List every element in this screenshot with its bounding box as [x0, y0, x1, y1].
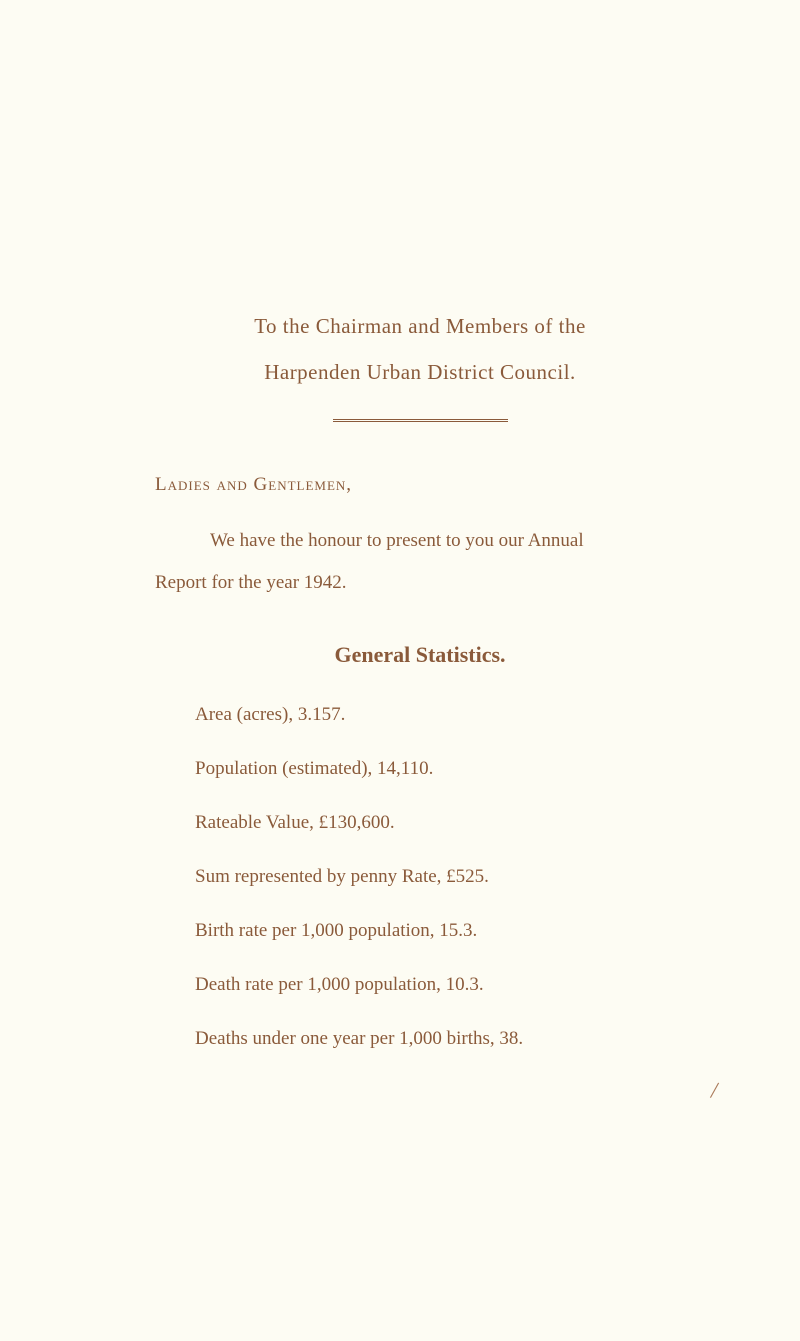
stat-infant-deaths: Deaths under one year per 1,000 births, …	[155, 1028, 685, 1050]
stat-area: Area (acres), 3.157.	[155, 704, 685, 726]
page-mark-icon: /	[709, 1078, 720, 1106]
section-title: General Statistics.	[155, 642, 685, 668]
body-line-1: We have the honour to present to you our…	[210, 530, 584, 551]
body-line-2: Report for the year 1942.	[155, 572, 347, 593]
stat-birth-rate: Birth rate per 1,000 population, 15.3.	[155, 920, 685, 942]
stat-population: Population (estimated), 14,110.	[155, 758, 685, 780]
heading-divider	[333, 419, 508, 422]
stat-penny-rate: Sum represented by penny Rate, £525.	[155, 866, 685, 888]
stat-rateable-value: Rateable Value, £130,600.	[155, 812, 685, 834]
body-paragraph: We have the honour to present to you our…	[155, 520, 685, 604]
heading-line-2: Harpenden Urban District Council.	[155, 356, 685, 390]
heading-line-1: To the Chairman and Members of the	[155, 310, 685, 344]
stat-death-rate: Death rate per 1,000 population, 10.3.	[155, 974, 685, 996]
salutation: Ladies and Gentlemen,	[155, 474, 685, 496]
